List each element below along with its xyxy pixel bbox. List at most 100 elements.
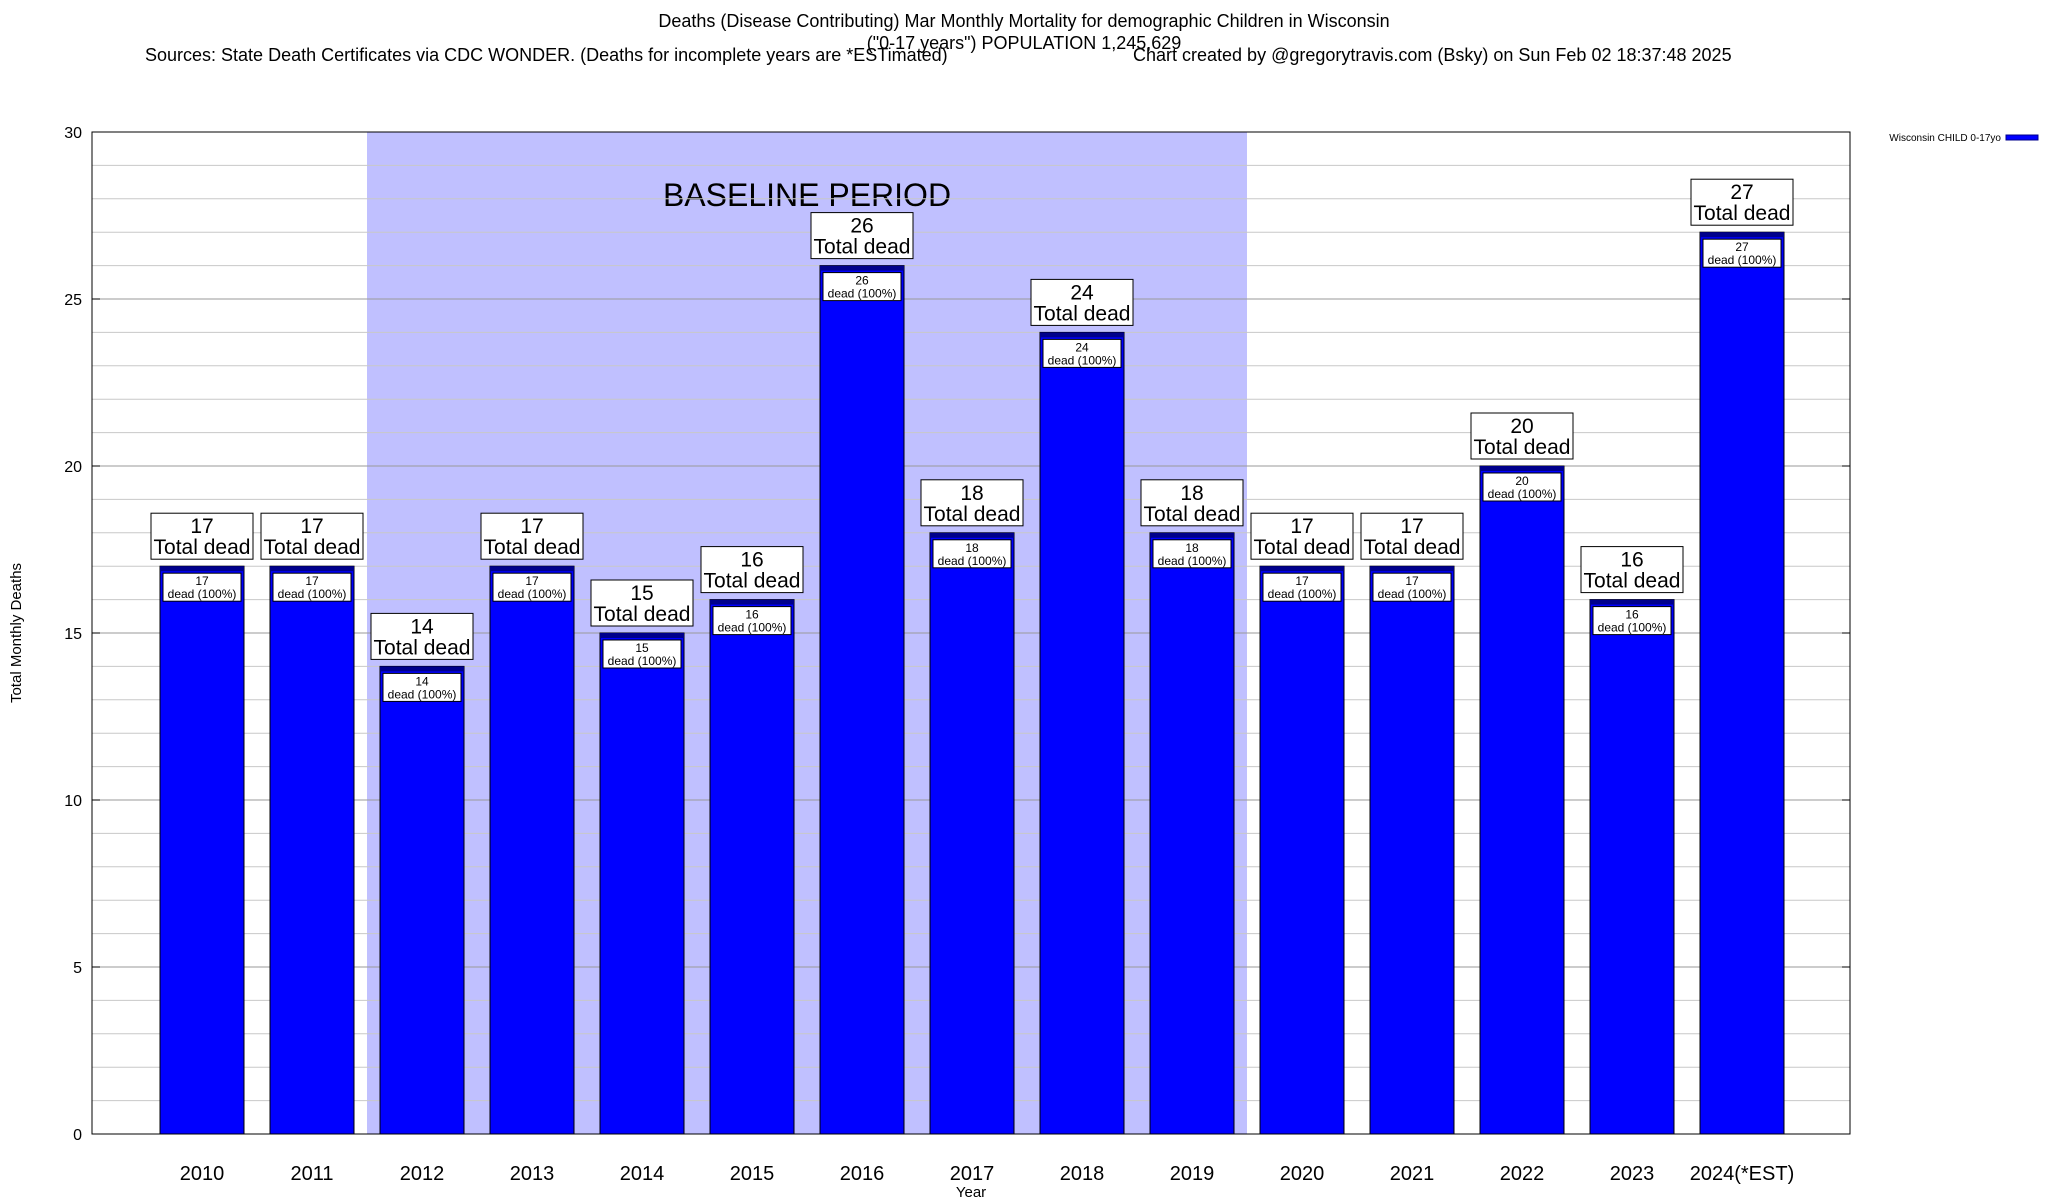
bar-value-label: 18 (965, 541, 979, 555)
bar-cap (160, 566, 244, 572)
bar-label-box (1592, 606, 1672, 636)
total-dead-label: Total dead (1034, 302, 1131, 325)
bar-label-box (1482, 472, 1562, 502)
bar-label-box (382, 672, 462, 702)
total-label-box (1140, 479, 1244, 527)
x-tick-label: 2020 (1280, 1163, 1325, 1185)
bar-cap (710, 599, 794, 605)
bar-value-label: 24 (1075, 340, 1089, 354)
y-tick-label: 0 (73, 1127, 82, 1144)
total-value-label: 17 (190, 515, 213, 538)
bar-dead-label: dead (100%) (498, 587, 567, 601)
plot-frame (91, 131, 1851, 1135)
total-value-label: 18 (1180, 482, 1203, 505)
total-label-box (1690, 178, 1794, 226)
chart-credit: Chart created by @gregorytravis.com (Bsk… (1133, 45, 1732, 65)
bar-cap (1260, 566, 1344, 572)
bar-cap (1040, 332, 1124, 338)
total-label-box (810, 212, 914, 260)
bar (709, 599, 795, 1135)
bar-dead-label: dead (100%) (1268, 587, 1337, 601)
total-label-box (480, 512, 584, 560)
total-dead-label: Total dead (1474, 436, 1571, 459)
total-value-label: 27 (1730, 181, 1753, 204)
total-value-label: 17 (300, 515, 323, 538)
bar (929, 532, 1015, 1135)
bar-label-box (822, 272, 902, 302)
y-axis-title: Total Monthly Deaths (8, 563, 25, 703)
total-label-box (1360, 512, 1464, 560)
bar-dead-label: dead (100%) (938, 554, 1007, 568)
total-label-box (370, 612, 474, 660)
total-dead-label: Total dead (704, 570, 801, 593)
baseline-label: BASELINE PERIOD (663, 177, 951, 213)
bar-value-label: 20 (1515, 474, 1529, 488)
bar-dead-label: dead (100%) (168, 587, 237, 601)
bar (599, 632, 685, 1135)
total-dead-label: Total dead (154, 536, 251, 559)
bar-dead-label: dead (100%) (1708, 253, 1777, 267)
bar-cap (380, 666, 464, 672)
bar-label-box (1042, 338, 1122, 368)
bar-dead-label: dead (100%) (828, 287, 897, 301)
bar-cap (490, 566, 574, 572)
total-dead-label: Total dead (1364, 536, 1461, 559)
total-value-label: 24 (1070, 281, 1094, 304)
bar-dead-label: dead (100%) (1048, 353, 1117, 367)
total-label-box (1470, 412, 1574, 460)
y-tick-label: 5 (73, 960, 82, 977)
x-tick-label: 2021 (1390, 1163, 1435, 1185)
bar-dead-label: dead (100%) (718, 621, 787, 635)
chart-subtitle: ("0-17 years") POPULATION 1,245,629 (866, 33, 1182, 53)
x-tick-label: 2024(*EST) (1690, 1163, 1795, 1185)
total-label-box (590, 579, 694, 627)
bar-cap (270, 566, 354, 572)
x-tick-label: 2011 (290, 1163, 333, 1185)
bar (1259, 565, 1345, 1135)
bar-dead-label: dead (100%) (1488, 487, 1557, 501)
bar-dead-label: dead (100%) (1598, 621, 1667, 635)
x-tick-label: 2010 (180, 1163, 225, 1185)
legend-swatch (2005, 134, 2039, 141)
bar (1699, 231, 1785, 1135)
total-label-box (150, 512, 254, 560)
total-dead-label: Total dead (484, 536, 581, 559)
bar-value-label: 17 (1405, 574, 1419, 588)
y-tick-label: 20 (64, 459, 82, 476)
x-tick-label: 2023 (1610, 1163, 1655, 1185)
total-dead-label: Total dead (594, 603, 691, 626)
x-tick-label: 2012 (400, 1163, 445, 1185)
bar-label-box (602, 639, 682, 669)
total-value-label: 17 (1400, 515, 1423, 538)
bar-dead-label: dead (100%) (1378, 587, 1447, 601)
x-axis-title: Year (956, 1184, 986, 1200)
bar-cap (1700, 232, 1784, 238)
total-label-box (1250, 512, 1354, 560)
bar-label-box (1372, 572, 1452, 602)
bar-value-label: 17 (1295, 574, 1309, 588)
y-tick-label: 30 (64, 125, 82, 142)
bar-cap (600, 633, 684, 638)
bar (1479, 465, 1565, 1135)
bar-label-box (162, 572, 242, 602)
bar (1149, 532, 1235, 1135)
total-value-label: 20 (1510, 415, 1533, 438)
x-tick-label: 2019 (1170, 1163, 1215, 1185)
total-value-label: 17 (1290, 515, 1313, 538)
bar-dead-label: dead (100%) (1158, 554, 1227, 568)
bar-label-box (1152, 539, 1232, 569)
chart-sources: Sources: State Death Certificates via CD… (145, 45, 948, 65)
bar (489, 565, 575, 1135)
total-dead-label: Total dead (814, 236, 911, 259)
total-value-label: 16 (1620, 549, 1643, 572)
bar-value-label: 14 (415, 674, 429, 688)
bar-cap (1370, 566, 1454, 572)
total-label-box (260, 512, 364, 560)
total-value-label: 15 (630, 582, 653, 605)
x-tick-label: 2018 (1060, 1163, 1105, 1185)
bar-cap (930, 532, 1014, 538)
total-dead-label: Total dead (1144, 503, 1241, 526)
bar-dead-label: dead (100%) (608, 654, 677, 668)
bar-label-box (1702, 238, 1782, 268)
